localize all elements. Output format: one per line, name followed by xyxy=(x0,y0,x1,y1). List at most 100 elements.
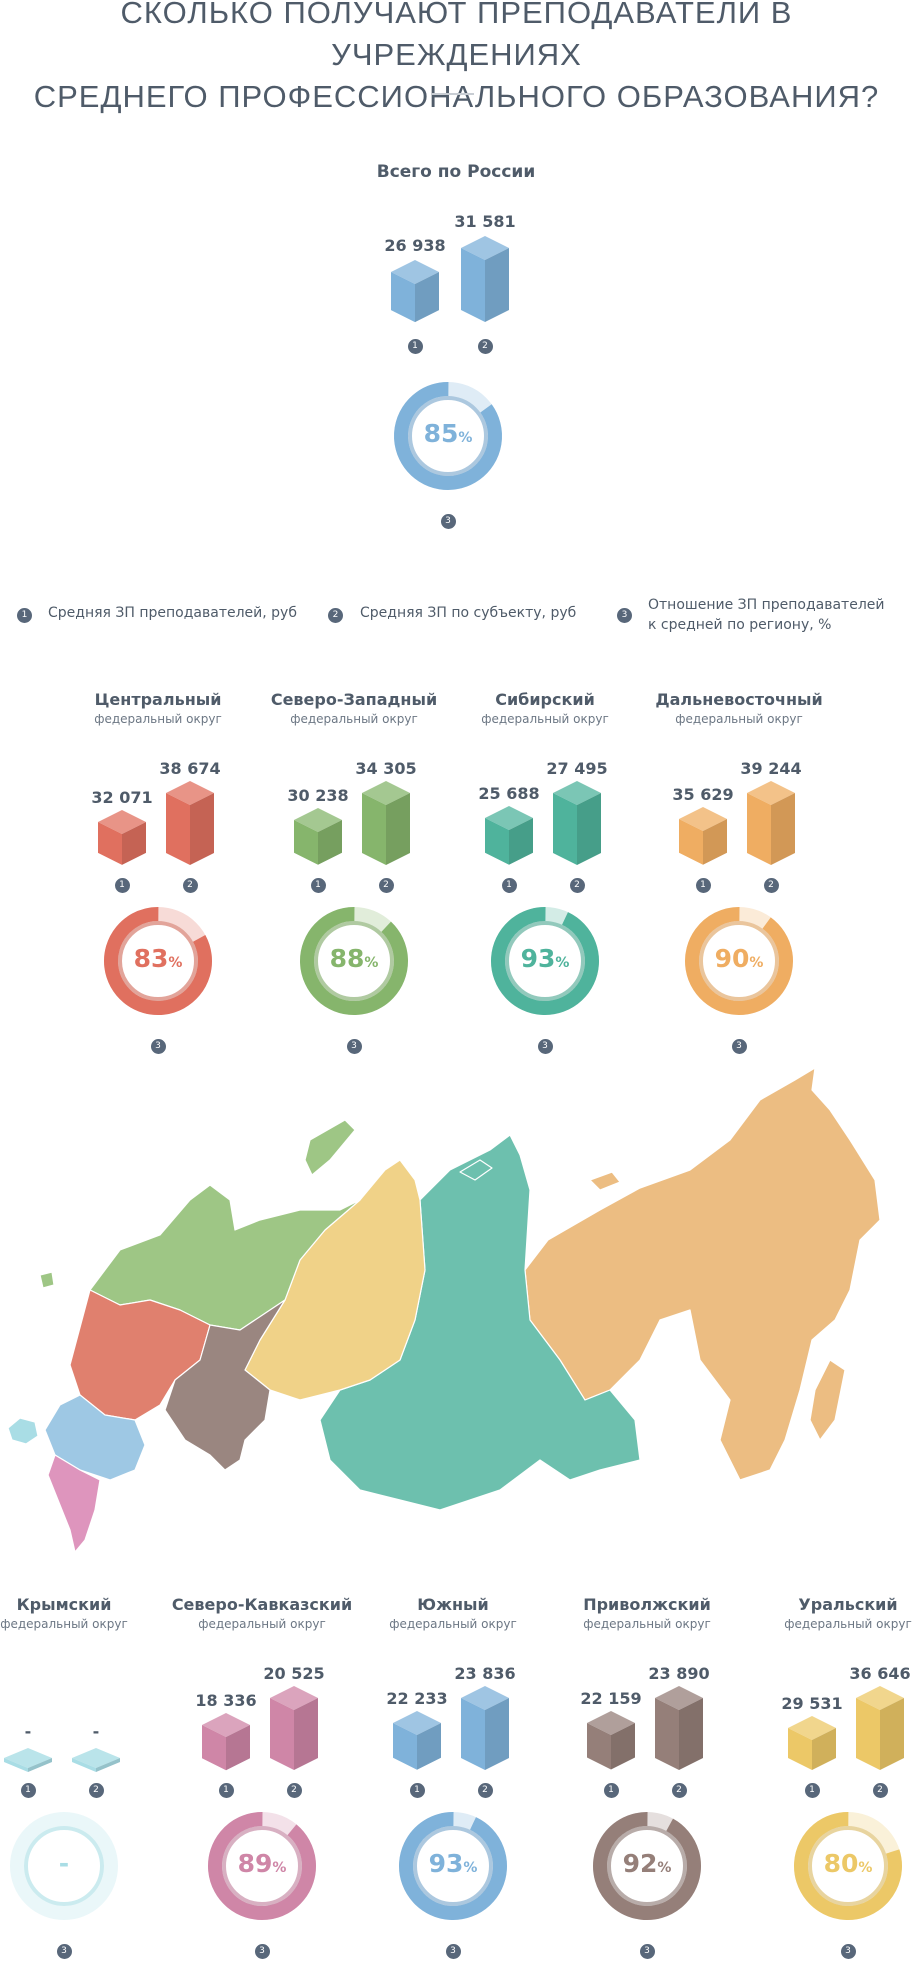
district-top-3-bar-2 xyxy=(747,781,795,865)
district-top-0-donut xyxy=(104,907,212,1015)
russia-bar-2 xyxy=(461,236,509,322)
district-bottom-1-pct: 89% xyxy=(212,1849,312,1878)
district-top-2-value-2: 27 495 xyxy=(546,759,608,778)
district-bottom-4-bar-1 xyxy=(788,1716,836,1770)
district-bottom-3-bar-1 xyxy=(587,1711,635,1770)
russia-map xyxy=(7,1067,881,1553)
legend-item-1: Средняя ЗП преподавателей, руб xyxy=(48,605,297,621)
legend-item-3-line-1: Отношение ЗП преподавателей xyxy=(648,597,885,613)
map-volga xyxy=(164,1299,286,1471)
district-top-1-marker-2: 2 xyxy=(378,877,394,893)
district-bottom-2-pct-value: 93 xyxy=(428,1849,464,1878)
district-bottom-0-value-2: - xyxy=(92,1722,100,1741)
district-top-3-pct: 90% xyxy=(689,944,789,973)
district-bottom-3-pct-value: 92 xyxy=(622,1849,658,1878)
district-bottom-0-marker-3: 3 xyxy=(56,1943,72,1959)
district-top-3-subtitle: федеральный округ xyxy=(675,712,803,726)
district-bottom-3-pct: 92% xyxy=(597,1849,697,1878)
district-bottom-4-bar-2 xyxy=(856,1686,904,1770)
district-top-2-donut xyxy=(491,907,599,1015)
map-far-east xyxy=(524,1067,881,1481)
map-islands-east xyxy=(589,1171,621,1191)
district-bottom-4-marker-1: 1 xyxy=(804,1782,820,1798)
title-line-1: СКОЛЬКО ПОЛУЧАЮТ ПРЕПОДАВАТЕЛИ В УЧРЕЖДЕ… xyxy=(120,0,793,72)
russia-label: Всего по России xyxy=(376,162,536,182)
district-bottom-1-donut xyxy=(208,1812,316,1920)
district-bottom-3-value-2: 23 890 xyxy=(648,1664,710,1683)
district-top-3-marker-3: 3 xyxy=(731,1038,747,1054)
district-top-3-name: Дальневосточный xyxy=(655,690,823,709)
russia-marker-2: 2 xyxy=(477,338,493,354)
map-novaya-zemlya xyxy=(304,1119,356,1176)
russia-bar-1 xyxy=(391,259,439,322)
district-bottom-4-donut xyxy=(794,1812,902,1920)
district-bottom-2-subtitle: федеральный округ xyxy=(389,1617,517,1631)
district-bottom-3-value-1: 22 159 xyxy=(580,1689,642,1709)
district-top-2-pct: 93% xyxy=(495,944,595,973)
district-bottom-4-value-2: 36 646 xyxy=(849,1664,911,1683)
district-bottom-0-subtitle: федеральный округ xyxy=(0,1617,128,1631)
district-top-3-marker-2: 2 xyxy=(763,877,779,893)
district-bottom-3-bar-2 xyxy=(655,1686,703,1770)
district-bottom-4-pct: 80% xyxy=(798,1849,898,1878)
district-bottom-3-marker-3: 3 xyxy=(639,1943,655,1959)
district-bottom-0-pct-value: - xyxy=(58,1849,70,1878)
district-top-1-pct-value: 88 xyxy=(329,944,365,973)
district-top-0-marker-3: 3 xyxy=(150,1038,166,1054)
district-bottom-0-value-1: - xyxy=(24,1722,32,1741)
district-top-0-value-2: 38 674 xyxy=(159,759,221,778)
district-top-3-value-1: 35 629 xyxy=(672,785,734,805)
district-top-0-value-1: 32 071 xyxy=(91,788,153,808)
page-title: СКОЛЬКО ПОЛУЧАЮТ ПРЕПОДАВАТЕЛИ В УЧРЕЖДЕ… xyxy=(0,0,913,118)
map-north-caucasus xyxy=(47,1454,101,1553)
district-bottom-2-marker-2: 2 xyxy=(477,1782,493,1798)
map-kaliningrad xyxy=(39,1271,55,1289)
district-bottom-2-bar-2 xyxy=(461,1686,509,1770)
district-bottom-2-pct: 93% xyxy=(403,1849,503,1878)
district-top-2-value-1: 25 688 xyxy=(478,784,540,804)
district-top-0-pct-value: 83 xyxy=(133,944,169,973)
legend-marker-3: 3 xyxy=(617,608,632,623)
district-top-0-bar-2 xyxy=(166,781,214,865)
district-bottom-2-pct-sign: % xyxy=(463,1860,478,1876)
russia-pct: 85% xyxy=(398,419,498,448)
district-bottom-3-subtitle: федеральный округ xyxy=(583,1617,711,1631)
legend-marker-1: 1 xyxy=(17,608,32,623)
district-bottom-4-name: Уральский xyxy=(798,1595,898,1614)
russia-donut xyxy=(394,382,502,490)
district-top-1-value-1: 30 238 xyxy=(287,786,349,806)
map-crimea xyxy=(7,1417,39,1445)
district-bottom-2-marker-3: 3 xyxy=(445,1943,461,1959)
district-top-0-subtitle: федеральный округ xyxy=(94,712,222,726)
russia-marker-3: 3 xyxy=(440,513,456,529)
district-bottom-0-marker-2: 2 xyxy=(88,1782,104,1798)
district-top-1-donut xyxy=(300,907,408,1015)
district-top-3-donut xyxy=(685,907,793,1015)
district-top-2-bar-1 xyxy=(485,806,533,865)
district-bottom-4-subtitle: федеральный округ xyxy=(784,1617,912,1631)
district-top-2-marker-1: 1 xyxy=(501,877,517,893)
district-bottom-3-donut xyxy=(593,1812,701,1920)
district-bottom-0-bar-1 xyxy=(4,1748,52,1772)
map-sakhalin xyxy=(809,1359,846,1441)
district-bottom-1-marker-2: 2 xyxy=(286,1782,302,1798)
district-top-3-bar-1 xyxy=(679,807,727,865)
russia-marker-1: 1 xyxy=(407,338,423,354)
district-bottom-4-pct-value: 80 xyxy=(823,1849,859,1878)
district-bottom-0-name: Крымский xyxy=(16,1595,112,1614)
district-bottom-4-pct-sign: % xyxy=(858,1860,873,1876)
district-top-2-bar-2 xyxy=(553,781,601,865)
legend-marker-2: 2 xyxy=(328,608,343,623)
district-top-0-pct-sign: % xyxy=(168,955,183,971)
district-top-2-pct-sign: % xyxy=(555,955,570,971)
district-bottom-1-value-1: 18 336 xyxy=(195,1690,257,1710)
district-top-3-value-2: 39 244 xyxy=(740,759,802,778)
district-top-1-marker-1: 1 xyxy=(310,877,326,893)
district-bottom-1-bar-1 xyxy=(202,1712,250,1770)
district-bottom-1-bar-2 xyxy=(270,1686,318,1770)
district-top-2-name: Сибирский xyxy=(495,690,595,709)
district-bottom-1-subtitle: федеральный округ xyxy=(198,1617,326,1631)
district-bottom-3-marker-1: 1 xyxy=(603,1782,619,1798)
district-top-0-marker-2: 2 xyxy=(182,877,198,893)
district-bottom-3-pct-sign: % xyxy=(657,1860,672,1876)
